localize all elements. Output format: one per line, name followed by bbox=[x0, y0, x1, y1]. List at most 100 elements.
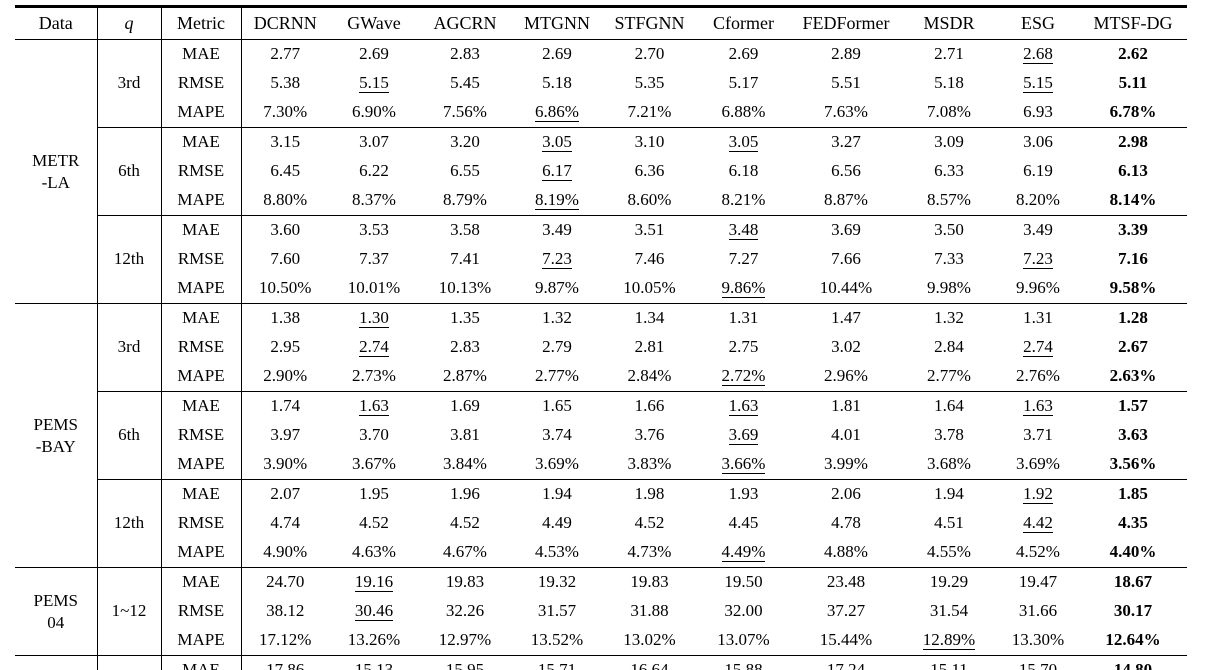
value-cell: 8.37% bbox=[352, 190, 396, 210]
underlined-value: 8.19% bbox=[535, 190, 579, 210]
value-cell: 4.52 bbox=[359, 513, 389, 533]
value-cell: 5.38 bbox=[270, 73, 301, 93]
value-cell: 2.95 bbox=[270, 337, 301, 357]
value-cell: 3.10 bbox=[603, 127, 696, 157]
value-cell: 3.53 bbox=[329, 215, 419, 245]
underlined-value: 7.23 bbox=[1023, 249, 1053, 269]
value-cell: 4.42 bbox=[997, 509, 1079, 538]
dataset-cell: PEMS -BAY bbox=[15, 303, 98, 568]
column-header-fedformer: FEDFormer bbox=[791, 6, 901, 40]
underlined-value: 3.05 bbox=[542, 132, 572, 152]
value-cell: 13.30% bbox=[1011, 630, 1065, 650]
value-cell: 19.50 bbox=[696, 567, 791, 597]
value-cell: 15.95 bbox=[419, 655, 511, 670]
value-cell: 38.12 bbox=[266, 601, 305, 621]
value-cell: 24.70 bbox=[241, 567, 329, 597]
underlined-value: 2.68 bbox=[1023, 44, 1053, 64]
value-cell: 13.26% bbox=[347, 630, 401, 650]
value-cell: 4.49 bbox=[542, 513, 572, 533]
value-cell: 4.52 bbox=[450, 513, 480, 533]
value-cell: 3.05 bbox=[696, 127, 791, 157]
value-cell: 12.97% bbox=[438, 630, 492, 650]
value-cell: 2.07 bbox=[241, 479, 329, 509]
table-row: RMSE 7.60 7.37 7.41 7.23 7.46 7.27 7.66 7.33 7.23… bbox=[15, 245, 1187, 274]
value-cell: 10.01% bbox=[347, 278, 401, 298]
value-cell: 7.56% bbox=[443, 102, 487, 122]
value-cell: 2.63% bbox=[1109, 366, 1157, 386]
value-cell: 9.58% bbox=[1109, 278, 1157, 298]
table-row: PEMS 081~12MAE17.8615.1315.9515.7116.641… bbox=[15, 655, 1187, 670]
underlined-value: 7.23 bbox=[542, 249, 572, 269]
value-cell: 7.66 bbox=[831, 249, 861, 269]
value-cell: 4.55% bbox=[927, 542, 971, 562]
table-row: MAPE 8.80% 8.37% 8.79% 8.19% 8.60% 8.21% 8.87% 8… bbox=[15, 186, 1187, 216]
value-cell: 3.71 bbox=[1023, 425, 1053, 445]
value-cell: 6.17 bbox=[511, 157, 603, 186]
value-cell: 7.30% bbox=[263, 102, 308, 122]
underlined-value: 1.63 bbox=[1023, 396, 1053, 416]
value-cell: 6.93 bbox=[1023, 102, 1053, 122]
value-cell: 1.30 bbox=[329, 303, 419, 333]
value-cell: 2.83 bbox=[450, 337, 480, 357]
value-cell: 3.20 bbox=[419, 127, 511, 157]
value-cell: 8.14% bbox=[1109, 190, 1157, 210]
value-cell: 37.27 bbox=[826, 601, 866, 621]
value-cell: 3.69% bbox=[535, 454, 579, 474]
underlined-value: 6.17 bbox=[542, 161, 572, 181]
dataset-cell: PEMS 08 bbox=[15, 655, 98, 670]
value-cell: 4.78 bbox=[831, 513, 861, 533]
q-cell: 12th bbox=[97, 215, 162, 304]
value-cell: 1.32 bbox=[511, 303, 603, 333]
value-cell: 8.20% bbox=[1016, 190, 1060, 210]
value-cell: 19.47 bbox=[997, 567, 1079, 597]
value-cell: 15.70 bbox=[997, 655, 1079, 670]
value-cell: 3.51 bbox=[603, 215, 696, 245]
results-table: Data q Metric DCRNN GWave AGCRN MTGNN STFGNN Cfo… bbox=[15, 5, 1187, 670]
underlined-value: 1.30 bbox=[359, 308, 389, 328]
column-header-stfgnn: STFGNN bbox=[603, 6, 696, 40]
column-header-dcrnn: DCRNN bbox=[241, 6, 329, 40]
value-cell: 1.92 bbox=[997, 479, 1079, 509]
value-cell: 8.19% bbox=[511, 186, 603, 216]
value-cell: 5.18 bbox=[542, 73, 572, 93]
value-cell: 6.55 bbox=[450, 161, 480, 181]
value-cell: 7.37 bbox=[359, 249, 389, 269]
value-cell: 6.86% bbox=[511, 98, 603, 128]
value-cell: 5.51 bbox=[831, 73, 861, 93]
metric-cell: MAPE bbox=[161, 98, 242, 128]
value-cell: 3.48 bbox=[696, 215, 791, 245]
value-cell: 10.05% bbox=[623, 278, 676, 298]
table-row: RMSE 6.45 6.22 6.55 6.17 6.36 6.18 6.56 6.33 6.19… bbox=[15, 157, 1187, 186]
value-cell: 2.75 bbox=[728, 337, 759, 357]
value-cell: 3.66% bbox=[696, 450, 791, 480]
value-cell: 3.84% bbox=[443, 454, 487, 474]
value-cell: 7.23 bbox=[997, 245, 1079, 274]
value-cell: 2.06 bbox=[791, 479, 901, 509]
value-cell: 3.67% bbox=[352, 454, 396, 474]
underlined-value: 12.89% bbox=[922, 630, 976, 650]
metric-cell: RMSE bbox=[161, 421, 242, 450]
value-cell: 7.27 bbox=[728, 249, 759, 269]
metric-cell: MAE bbox=[161, 39, 242, 69]
value-cell: 7.21% bbox=[627, 102, 672, 122]
value-cell: 15.71 bbox=[511, 655, 603, 670]
value-cell: 3.70 bbox=[359, 425, 389, 445]
q-cell: 6th bbox=[97, 391, 162, 480]
value-cell: 17.24 bbox=[791, 655, 901, 670]
metric-cell: MAPE bbox=[161, 626, 242, 656]
metric-cell: MAPE bbox=[161, 274, 242, 304]
value-cell: 8.21% bbox=[721, 190, 766, 210]
value-cell: 6.33 bbox=[934, 161, 964, 181]
value-cell: 6.88% bbox=[721, 102, 766, 122]
value-cell: 19.32 bbox=[511, 567, 603, 597]
value-cell: 6.45 bbox=[270, 161, 301, 181]
value-cell: 3.49 bbox=[997, 215, 1079, 245]
metric-cell: MAPE bbox=[161, 362, 242, 392]
value-cell: 3.05 bbox=[511, 127, 603, 157]
value-cell: 2.72% bbox=[696, 362, 791, 392]
value-cell: 3.07 bbox=[329, 127, 419, 157]
table-row: MAPE 17.12% 13.26% 12.97% 13.52% 13.02% 13.07%… bbox=[15, 626, 1187, 656]
value-cell: 3.69 bbox=[791, 215, 901, 245]
value-cell: 6.22 bbox=[359, 161, 389, 181]
value-cell: 1.66 bbox=[603, 391, 696, 421]
